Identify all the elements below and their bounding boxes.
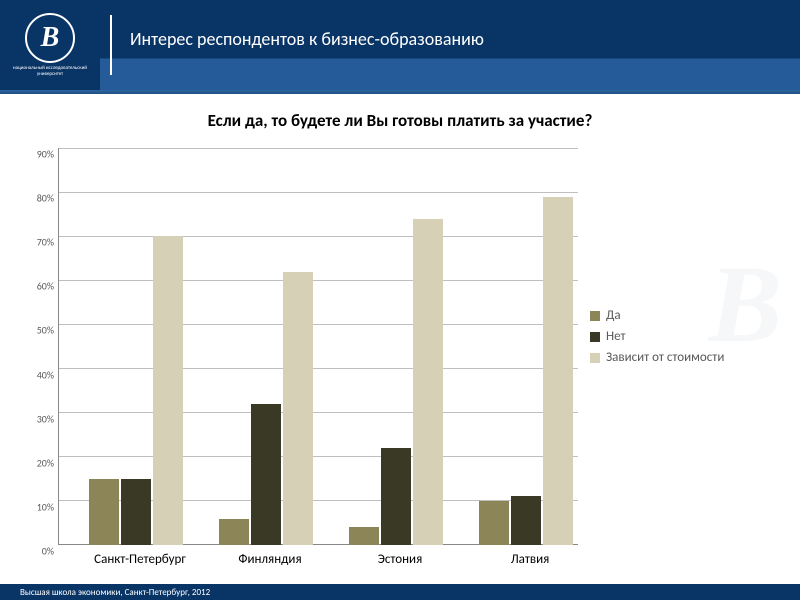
bar [153,236,183,545]
chart-container: 0% 10% 20% 30% 40% 50% 60% 70% 80% 90% Санкт-Петер… [18,148,780,570]
legend-swatch-icon [590,311,600,321]
bar [219,519,249,545]
content-area: Если да, то будете ли Вы готовы платить … [0,98,800,580]
hse-logo-icon: В [25,13,75,63]
bar [479,501,509,545]
bar [413,219,443,545]
legend-swatch-icon [590,332,600,342]
legend-label: Зависит от стоимости [606,350,724,365]
x-tick-label: Латвия [474,548,586,570]
bar [543,197,573,545]
slide-title: Интерес респондентов к бизнес-образовани… [130,28,484,50]
bar [381,448,411,545]
bar [121,479,151,545]
bar-group [344,148,448,545]
y-tick-label: 60% [18,280,54,293]
y-tick-label: 30% [18,412,54,425]
slide-footer: Высшая школа экономики, Санкт-Петербург,… [0,584,800,600]
title-area: Интерес респондентов к бизнес-образовани… [100,0,800,90]
legend-item: Зависит от стоимости [590,350,780,365]
footer-text: Высшая школа экономики, Санкт-Петербург,… [20,587,210,598]
bar [349,527,379,545]
bar [511,496,541,545]
bar [283,272,313,545]
y-tick-label: 90% [18,148,54,161]
y-tick-label: 70% [18,236,54,249]
y-tick-label: 0% [18,545,54,558]
header-band [0,90,800,94]
logo-letter: В [41,22,60,54]
bar [251,404,281,545]
bar-group [474,148,578,545]
y-tick-label: 50% [18,324,54,337]
y-tick-label: 10% [18,500,54,513]
legend-label: Да [606,308,621,323]
chart-question: Если да, то будете ли Вы готовы платить … [0,98,800,139]
slide-header: В национальный исследовательский универс… [0,0,800,90]
bar-group [84,148,188,545]
x-tick-label: Санкт-Петербург [84,548,196,570]
legend-label: Нет [606,329,626,344]
legend-swatch-icon [590,353,600,363]
bar-chart: 0% 10% 20% 30% 40% 50% 60% 70% 80% 90% Санкт-Петер… [18,148,578,570]
legend-item: Нет [590,329,780,344]
chart-legend: Да Нет Зависит от стоимости [590,308,780,371]
bar [89,479,119,545]
bar-group [214,148,318,545]
title-divider [110,15,112,75]
x-tick-label: Эстония [344,548,456,570]
y-tick-label: 40% [18,368,54,381]
legend-item: Да [590,308,780,323]
y-tick-label: 20% [18,456,54,469]
y-tick-label: 80% [18,192,54,205]
bar-groups [58,148,578,545]
logo-subtitle: национальный исследовательский университ… [0,66,100,77]
x-tick-label: Финляндия [214,548,326,570]
logo-box: В национальный исследовательский универс… [0,0,100,90]
